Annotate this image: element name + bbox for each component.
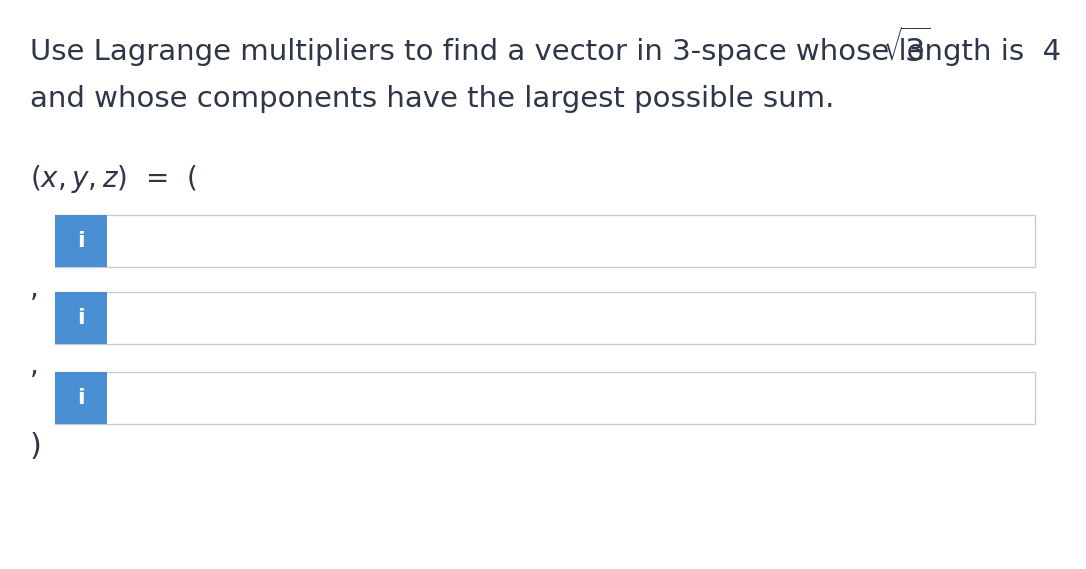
Bar [55,372,1035,424]
Bar [55,292,1035,344]
Text: i: i [77,231,85,251]
Text: ): ) [30,432,42,461]
Text: ,: , [30,352,39,380]
Text: i: i [77,308,85,328]
Text: $\sqrt{3}$: $\sqrt{3}$ [882,30,931,70]
Bar [55,215,108,267]
Bar [55,215,1035,267]
Text: i: i [77,388,85,408]
Text: Use Lagrange multipliers to find a vector in 3-space whose length is  4: Use Lagrange multipliers to find a vecto… [30,38,1061,66]
Text: ,: , [30,275,39,303]
Bar [55,292,108,344]
Text: $(x, y, z)$  =  (: $(x, y, z)$ = ( [30,163,197,195]
Bar [55,372,108,424]
Text: and whose components have the largest possible sum.: and whose components have the largest po… [30,85,834,113]
